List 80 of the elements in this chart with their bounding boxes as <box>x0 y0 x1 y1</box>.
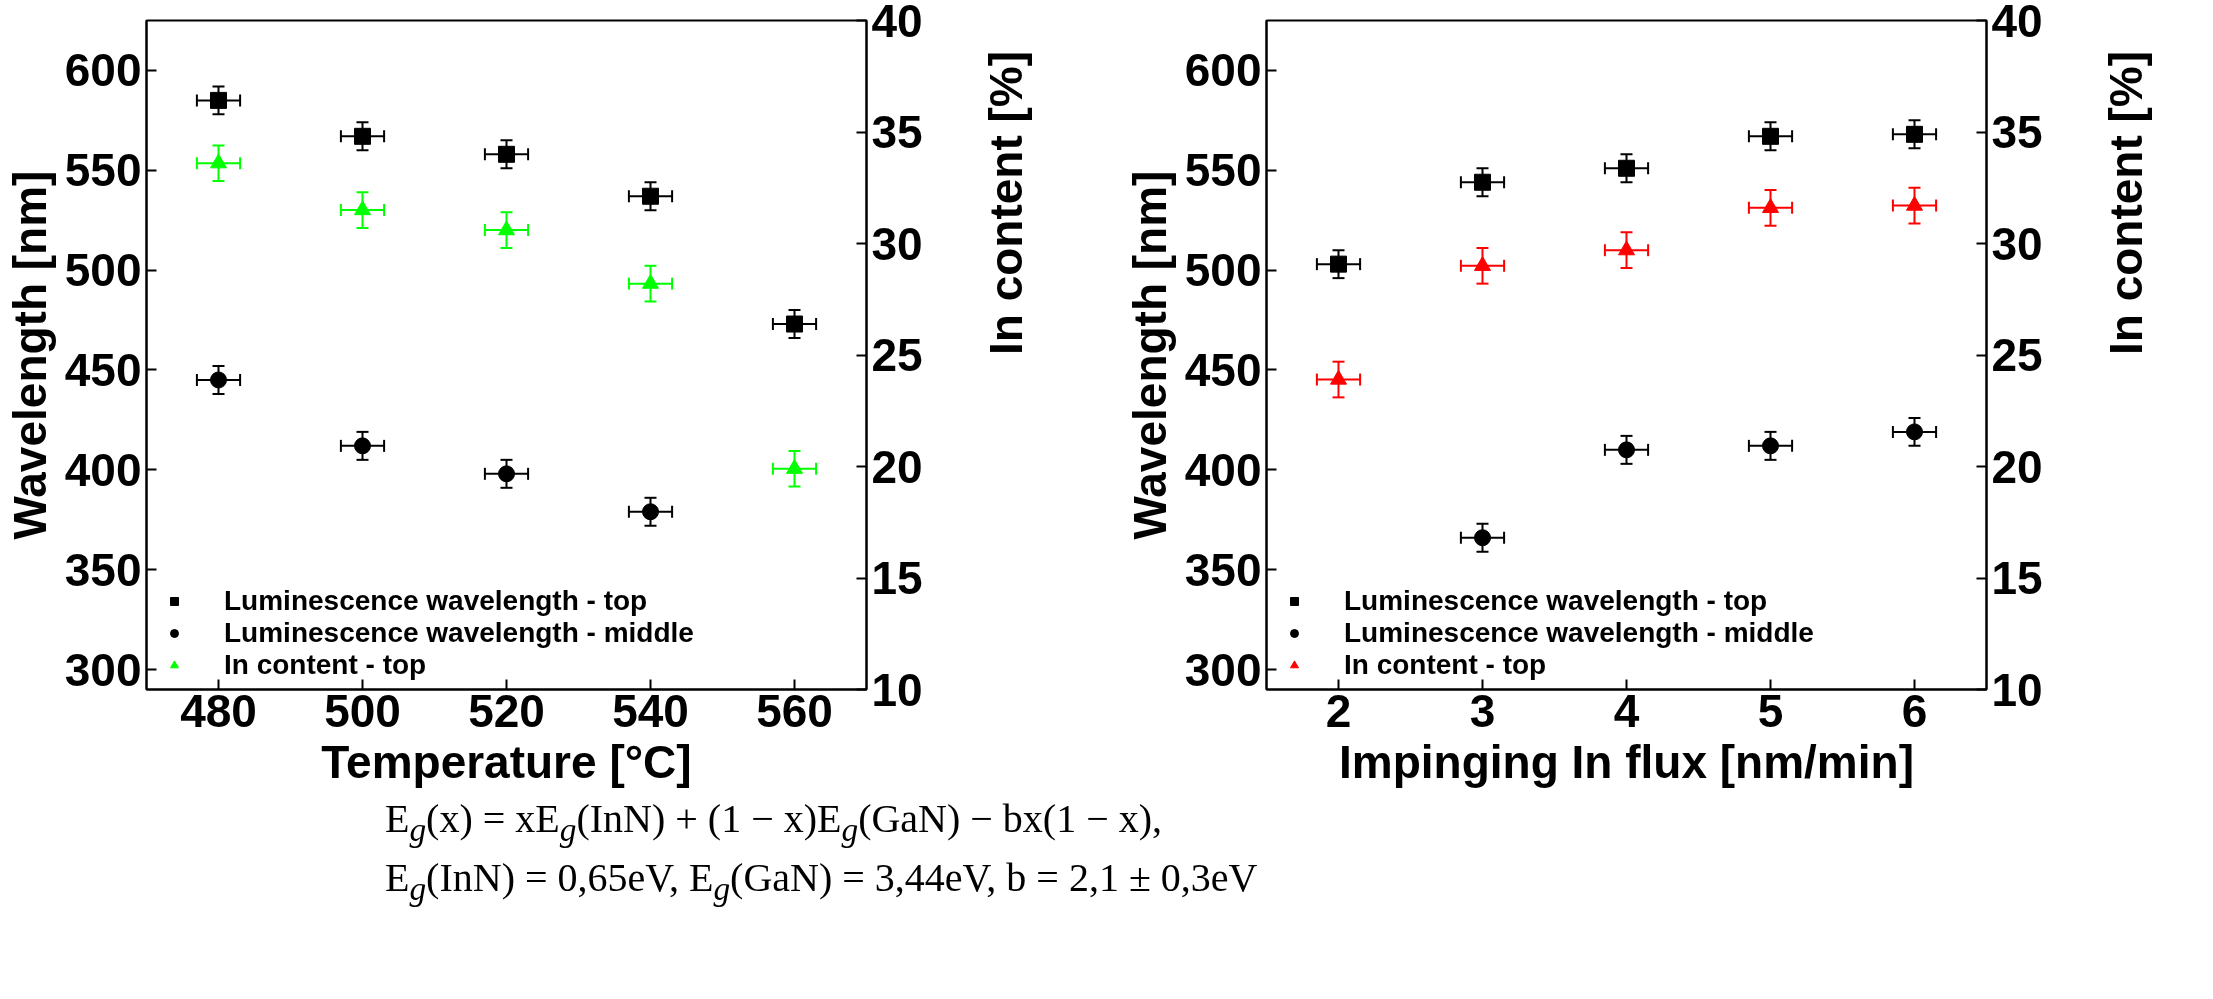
y-tick-label: 600 <box>64 44 142 97</box>
point <box>1618 240 1635 256</box>
point <box>210 153 227 169</box>
point <box>786 458 803 474</box>
point <box>498 220 515 236</box>
x-tick-label: 6 <box>1901 684 1928 737</box>
x-tick-label: 540 <box>612 684 689 737</box>
legend-label: Luminescence wavelength - top <box>224 585 648 617</box>
y-tick-label: 300 <box>1184 643 1262 696</box>
y2-tick-label: 20 <box>1991 440 2043 493</box>
point <box>354 127 371 145</box>
y2-tick-label: 10 <box>871 663 923 716</box>
y2-tick-label: 15 <box>871 552 923 604</box>
point <box>1474 173 1491 191</box>
y-tick-label: 400 <box>64 443 142 496</box>
x-tick-label: 520 <box>468 684 545 737</box>
point <box>1618 441 1635 459</box>
y2-tick-label: 15 <box>1991 552 2043 604</box>
x-tick-label: 560 <box>756 684 833 737</box>
point <box>210 91 227 109</box>
legend-label: Luminescence wavelength - middle <box>224 617 694 649</box>
point <box>1762 198 1779 213</box>
y2-tick-label: 30 <box>871 217 923 270</box>
y2-tick-label: 35 <box>1991 106 2043 158</box>
y2-tick-label: 30 <box>1991 217 2043 270</box>
x-tick-label: 4 <box>1613 684 1640 737</box>
y2-tick-label: 25 <box>871 329 923 381</box>
point <box>642 187 659 205</box>
y2-tick-label: 10 <box>1991 663 2043 716</box>
point <box>1474 256 1491 271</box>
y-tick-label: 350 <box>64 543 142 596</box>
x-tick-label: 500 <box>324 684 401 737</box>
y-tick-label: 450 <box>64 343 142 396</box>
legend-label: Luminescence wavelength - top <box>1344 585 1768 617</box>
y-axis-title: Wavelength [nm] <box>1123 170 1176 540</box>
point <box>1906 125 1923 143</box>
y2-tick-label: 40 <box>871 0 923 47</box>
point <box>354 437 371 455</box>
point <box>1762 437 1779 455</box>
y2-axis-title: In content [%] <box>2099 50 2152 355</box>
y-tick-label: 500 <box>64 244 142 297</box>
y2-tick-label: 20 <box>871 440 923 493</box>
point <box>210 371 227 389</box>
y-tick-label: 550 <box>1184 144 1262 197</box>
point <box>786 315 803 333</box>
point <box>1330 369 1347 385</box>
point <box>642 273 659 289</box>
legend-label: Luminescence wavelength - middle <box>1344 617 1814 649</box>
y-tick-label: 450 <box>1184 343 1262 396</box>
x-axis-title: Temperature [°C] <box>321 735 692 788</box>
text: E$_{g}$(InN) = 0,65eV, E$_{g}$(GaN) = 3,44eV, b = 2,1 ± 0,3eV <box>385 855 1258 907</box>
point <box>1906 423 1923 441</box>
point <box>1618 159 1635 177</box>
y2-tick-label: 25 <box>1991 329 2043 381</box>
y-tick-label: 550 <box>64 144 142 197</box>
y-tick-label: 300 <box>64 643 142 696</box>
point <box>642 503 659 521</box>
y-tick-label: 600 <box>1184 44 1262 97</box>
y2-tick-label: 35 <box>871 106 923 158</box>
point <box>1762 127 1779 145</box>
point <box>1474 529 1491 547</box>
legend-label: In content - top <box>1344 649 1547 681</box>
point <box>354 200 371 216</box>
x-tick-label: 3 <box>1469 684 1496 737</box>
point <box>498 145 515 163</box>
y2-axis-title: In content [%] <box>979 50 1032 355</box>
text: E$_{g}$(x) = xE$_{g}$(InN) + (1 − x)E$_{g}$(GaN) − bx(1 − x), <box>385 796 1163 848</box>
point <box>1330 255 1347 273</box>
point <box>1906 195 1923 211</box>
point <box>498 465 515 483</box>
x-axis-title: Impinging In flux [nm/min] <box>1339 735 1914 788</box>
y-tick-label: 350 <box>1184 543 1262 596</box>
y-tick-label: 500 <box>1184 244 1262 297</box>
y-axis-title: Wavelength [nm] <box>3 170 56 540</box>
x-tick-label: 5 <box>1757 684 1784 737</box>
x-tick-label: 480 <box>180 684 257 737</box>
x-tick-label: 2 <box>1325 684 1352 737</box>
y-tick-label: 400 <box>1184 443 1262 496</box>
legend-label: In content - top <box>224 649 427 681</box>
y2-tick-label: 40 <box>1991 0 2043 47</box>
